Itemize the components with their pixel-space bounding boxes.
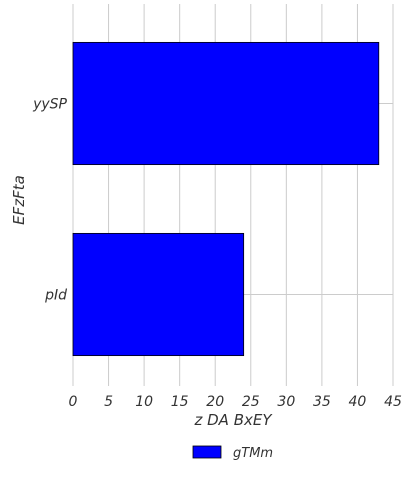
x-axis-label: z DA BxEY [193,411,273,429]
x-tick-label: 20 [206,394,224,410]
x-tick-label: 45 [384,394,402,410]
x-tick-label: 5 [104,394,113,410]
legend-swatch [192,445,222,459]
y-tick-labels: yySP pId [32,97,67,304]
legend-label-gtmm: gTMm [233,446,273,461]
x-tick-labels: 0 5 10 15 20 25 30 35 40 45 [69,394,402,410]
y-axis-label: EFzFta [10,175,28,225]
x-tick-label: 15 [171,394,189,410]
x-tick-label: 40 [349,394,367,410]
bar-yysp [72,41,380,166]
x-tick-label: 35 [313,394,331,410]
x-tick-label: 0 [69,394,78,410]
y-tick-label: yySP [32,97,67,113]
bar-pid [72,232,245,357]
x-tick-label: 30 [277,394,295,410]
legend: gTMm [192,445,273,461]
bars [72,41,380,357]
x-tick-label: 25 [242,394,260,410]
y-tick-label: pId [44,288,67,304]
x-tick-label: 10 [135,394,153,410]
